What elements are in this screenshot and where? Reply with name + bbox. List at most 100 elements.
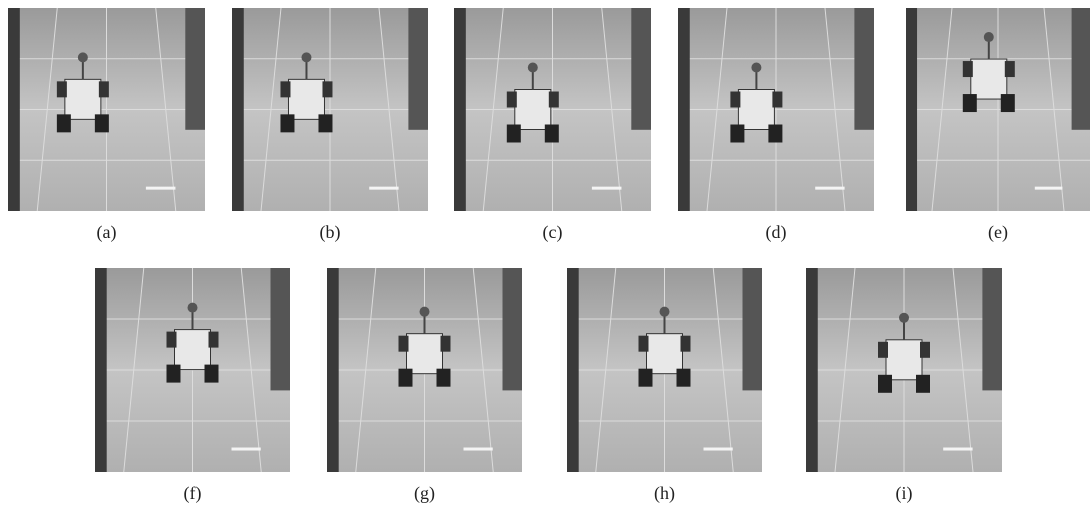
panel: (g) <box>327 268 522 504</box>
robot-leg <box>545 125 559 143</box>
robot-body <box>288 79 324 119</box>
robot-leg <box>963 61 973 77</box>
robot-leg <box>507 125 521 143</box>
floor-light <box>943 448 972 451</box>
robot-leg <box>681 336 691 352</box>
robot-leg <box>549 92 559 108</box>
wall <box>271 268 291 390</box>
robot-leg <box>677 369 691 387</box>
wall <box>232 8 244 211</box>
robot-leg <box>318 114 332 132</box>
robot-head <box>528 63 538 73</box>
robot-leg <box>57 114 71 132</box>
wall <box>678 8 690 211</box>
caption: (g) <box>414 483 435 504</box>
caption: (a) <box>97 222 117 243</box>
robot-head <box>660 307 670 317</box>
robot-body <box>407 334 443 374</box>
robot-body <box>647 334 683 374</box>
panel: (e) <box>906 8 1090 243</box>
robot-leg <box>772 92 782 108</box>
robot-leg <box>507 92 517 108</box>
robot-body <box>971 59 1007 99</box>
robot-head <box>301 52 311 62</box>
robot-body <box>886 340 922 380</box>
robot-leg <box>57 81 67 97</box>
floor-light <box>592 187 622 190</box>
robot-leg <box>322 81 332 97</box>
floor-light <box>464 448 493 451</box>
wall <box>567 268 579 472</box>
robot-leg <box>280 81 290 97</box>
robot-leg <box>280 114 294 132</box>
caption: (b) <box>320 222 341 243</box>
figure: (a) (b) (c) (d) (e) (f) (g) (h) (i) <box>0 0 1092 506</box>
robot-leg <box>1001 94 1015 112</box>
wall <box>454 8 466 211</box>
robot-head <box>420 307 430 317</box>
robot-leg <box>437 369 451 387</box>
robot-leg <box>209 332 219 348</box>
floor-light <box>232 448 261 451</box>
robot-leg <box>639 336 649 352</box>
panel: (d) <box>678 8 874 243</box>
caption: (f) <box>184 483 202 504</box>
robot-head <box>751 63 761 73</box>
robot-leg <box>95 114 109 132</box>
robot-leg <box>920 342 930 358</box>
robot-body <box>515 90 551 130</box>
robot-head <box>984 32 994 42</box>
caption: (e) <box>988 222 1008 243</box>
robot-head <box>78 52 88 62</box>
wall <box>503 268 523 390</box>
panel: (b) <box>232 8 428 243</box>
robot-leg <box>878 342 888 358</box>
wall <box>408 8 428 130</box>
wall <box>8 8 20 211</box>
caption: (h) <box>654 483 675 504</box>
wall <box>982 268 1002 390</box>
wall <box>327 268 339 472</box>
robot-body <box>738 90 774 130</box>
wall <box>631 8 651 130</box>
robot-leg <box>99 81 109 97</box>
robot-body <box>175 330 211 370</box>
floor-light <box>704 448 733 451</box>
robot-leg <box>639 369 653 387</box>
wall <box>854 8 874 130</box>
robot-leg <box>205 365 219 383</box>
panel: (a) <box>8 8 205 243</box>
robot-leg <box>730 92 740 108</box>
caption: (d) <box>766 222 787 243</box>
wall <box>806 268 818 472</box>
floor-light <box>1035 187 1063 190</box>
panel: (i) <box>806 268 1002 504</box>
robot-leg <box>730 125 744 143</box>
robot-leg <box>167 365 181 383</box>
robot-leg <box>399 369 413 387</box>
robot-leg <box>399 336 409 352</box>
robot-leg <box>1005 61 1015 77</box>
panel: (c) <box>454 8 651 243</box>
robot-leg <box>963 94 977 112</box>
wall <box>1072 8 1090 130</box>
wall <box>95 268 107 472</box>
wall <box>906 8 917 211</box>
robot-head <box>899 313 909 323</box>
wall <box>743 268 763 390</box>
caption: (i) <box>896 483 913 504</box>
panel: (h) <box>567 268 762 504</box>
floor-light <box>369 187 398 190</box>
floor-light <box>146 187 176 190</box>
robot-head <box>188 303 198 313</box>
robot-leg <box>441 336 451 352</box>
wall <box>185 8 205 130</box>
robot-body <box>65 79 101 119</box>
robot-leg <box>768 125 782 143</box>
robot-leg <box>878 375 892 393</box>
robot-leg <box>916 375 930 393</box>
floor-light <box>815 187 844 190</box>
caption: (c) <box>543 222 563 243</box>
robot-leg <box>167 332 177 348</box>
panel: (f) <box>95 268 290 504</box>
